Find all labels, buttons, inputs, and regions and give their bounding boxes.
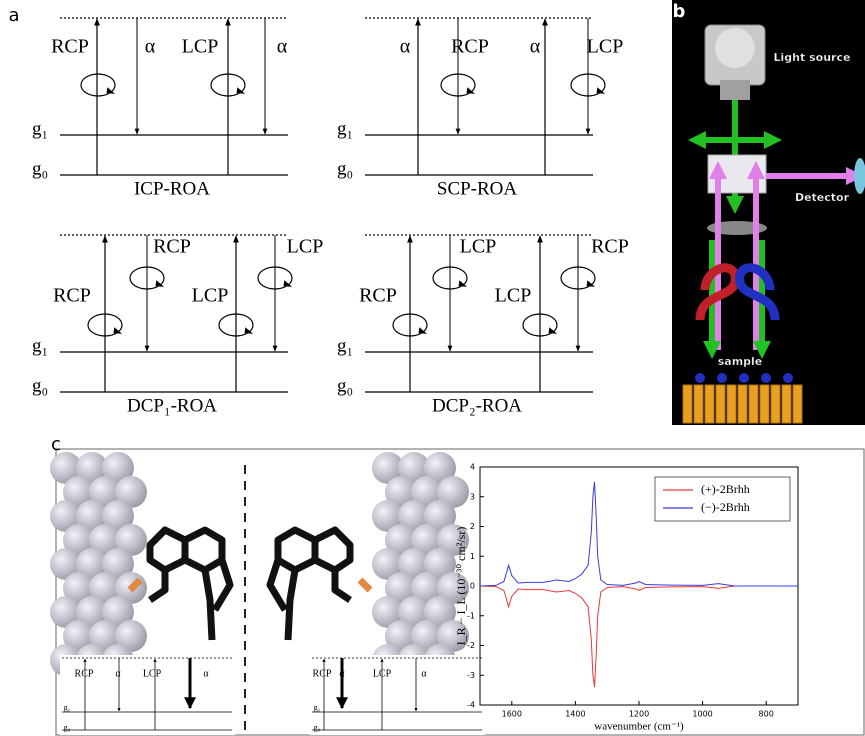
x-tick-label: 1400 [565,710,585,719]
beam-label: RCP [359,285,397,307]
diagram-title: ICP-ROA [134,178,210,199]
mini-diagram-bg [60,655,235,735]
beam-label: α [400,36,411,58]
beam-label: LCP [495,285,532,307]
mini-diagram-bg [310,655,485,735]
beam-label: LCP [143,668,162,679]
level-label: g₁ [314,703,321,712]
setup-label: Light source [774,51,851,64]
beam-label: LCP [182,36,219,58]
level-label: g₀ [32,158,48,179]
beam-label: LCP [192,285,229,307]
level-label: g₁ [32,118,48,139]
y-tick-label: 1 [470,552,475,561]
y-tick-label: -3 [467,671,475,680]
beam-label: α [203,668,209,679]
level-label: g₀ [32,375,48,396]
figure: a b c RCP α LCP α g₁ g₀ ICP-ROA α RCP α LCP g₁ g₀ SCP-RO… [0,0,865,736]
y-axis-label: I_R − I_L (10⁻³⁰ cm²/sr) [454,527,468,646]
beam-label: RCP [51,36,89,58]
beam-label: α [145,36,156,58]
beam-label: RCP [75,668,94,679]
x-tick-label: 800 [759,710,774,719]
y-tick-label: 3 [470,492,475,501]
x-tick-label: 1200 [629,710,649,719]
beam-label: α [339,668,345,679]
y-tick-label: 0 [470,582,475,591]
x-axis-label: wavenumber (cm⁻¹) [594,721,684,733]
setup-label: sample [718,355,763,368]
y-tick-label: 2 [470,522,475,531]
panel-label: b [673,1,686,22]
level-label: g₁ [337,118,353,139]
y-tick-label: -4 [467,701,475,710]
beam-label: LCP [460,236,497,258]
level-label: g₀ [64,723,71,732]
level-label: g₀ [337,158,353,179]
diagram-title: DCP₁-ROA [127,395,217,416]
level-label: g₁ [32,335,48,356]
level-label: g₀ [314,723,321,732]
legend-label: (+)-2Brhh [701,482,750,496]
beam-label: α [277,36,288,58]
diagram-title: SCP-ROA [437,178,518,199]
x-tick-label: 1000 [692,710,712,719]
legend-label: (−)-2Brhh [701,500,750,514]
diagram-title: DCP₂-ROA [432,395,522,416]
setup-label: Detector [795,191,850,204]
y-tick-label: 4 [470,463,475,472]
level-label: g₁ [337,335,353,356]
level-label: g₁ [64,703,71,712]
beam-label: LCP [287,236,324,258]
y-tick-label: -2 [467,641,475,650]
beam-label: LCP [373,668,392,679]
panel-label: a [8,5,19,26]
panel-label: c [51,434,61,455]
beam-label: RCP [153,236,191,258]
beam-label: RCP [53,285,91,307]
beam-label: α [530,36,541,58]
beam-label: α [115,668,121,679]
beam-label: LCP [587,36,624,58]
level-label: g₀ [337,375,353,396]
beam-label: RCP [451,36,489,58]
molecules [130,530,370,640]
x-tick-label: 1600 [502,710,522,719]
beam-label: RCP [313,668,332,679]
surface-atoms [50,452,469,676]
y-tick-label: -1 [467,611,475,620]
series-line [480,586,798,687]
beam-label: α [421,668,427,679]
beam-label: RCP [591,236,629,258]
